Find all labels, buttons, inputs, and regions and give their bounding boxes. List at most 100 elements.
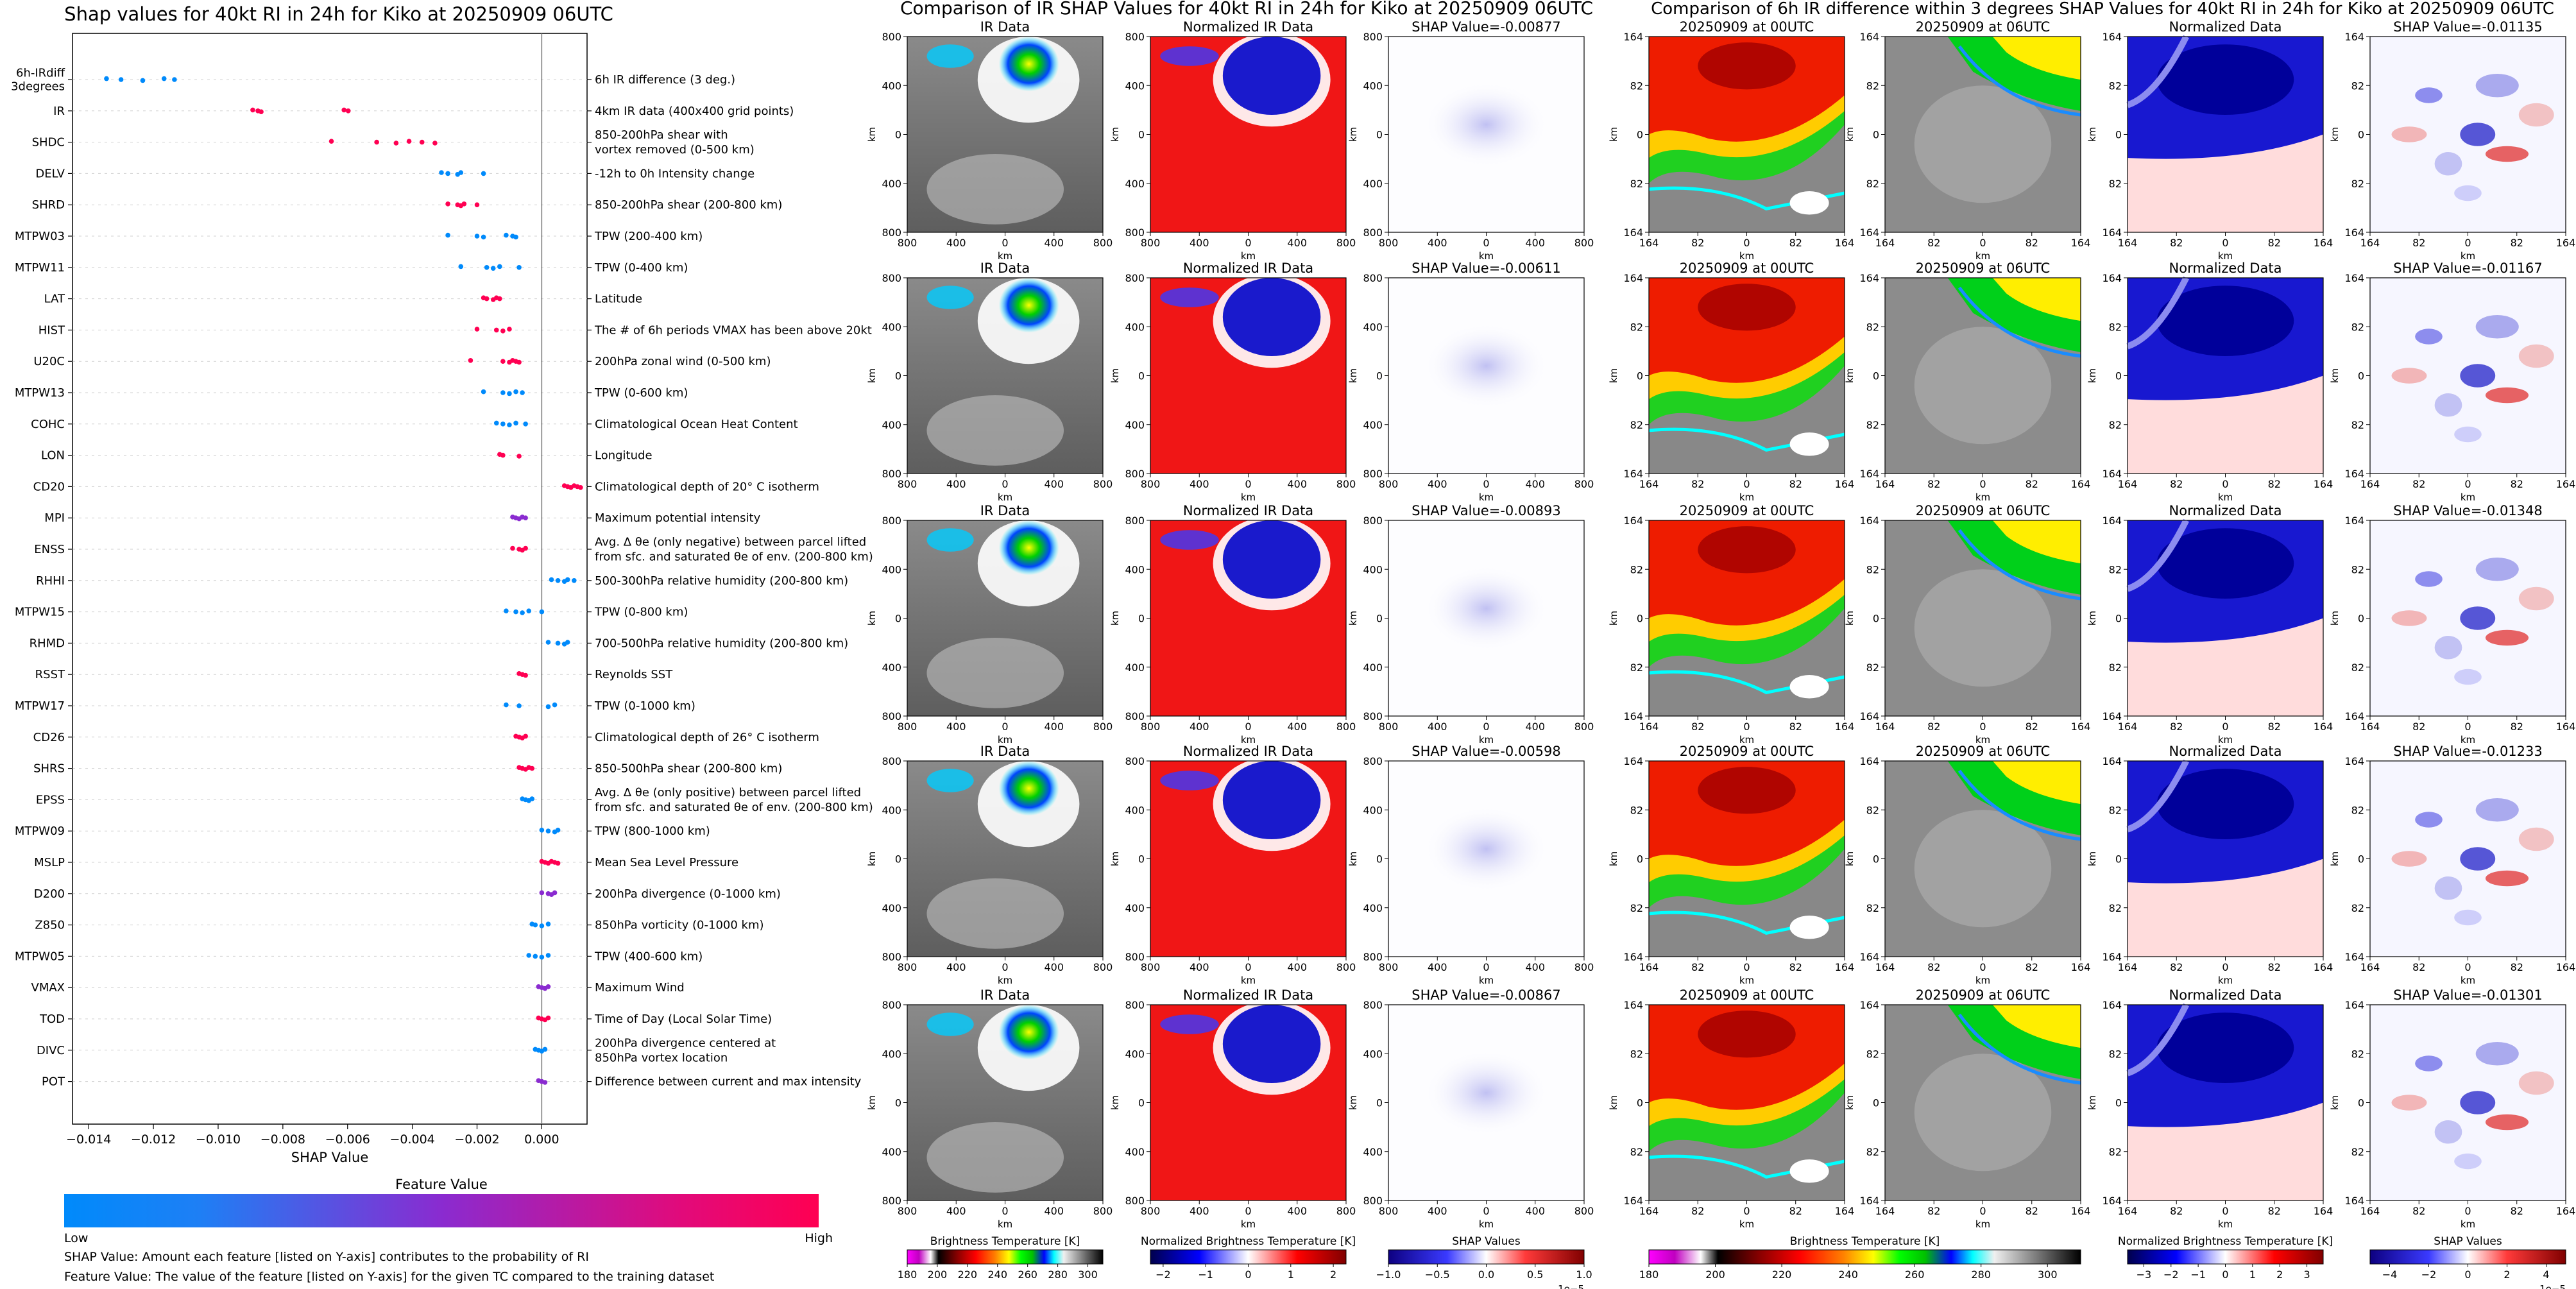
feature-name: U20C [33,355,65,368]
colorbar-tick-label: 180 [1639,1268,1659,1281]
svg-text:RSST: RSST [35,668,65,681]
x-tick-label: 800 [1574,237,1594,249]
shap-patch [2460,606,2496,630]
shap-point [445,201,450,207]
feature-description: Climatological depth of 26° C isotherm [595,731,819,744]
y-tick-label: 800 [1125,999,1145,1011]
svg-text:TPW (400-600 km): TPW (400-600 km) [594,950,703,963]
x-tick-label: 800 [1336,1205,1356,1217]
shap-point [529,765,535,771]
x-axis-label: km [2461,491,2475,503]
shap-point [545,828,551,833]
y-tick-label: 164 [2344,468,2364,480]
y-tick-label: 164 [2344,272,2364,284]
y-tick-label: 164 [1859,226,1879,239]
x-tick-label: 400 [1190,721,1209,733]
svg-text:MTPW15: MTPW15 [15,606,65,619]
shap-patch [2434,876,2462,900]
y-tick-label: 164 [1859,999,1879,1011]
y-tick-label: 82 [2109,662,2122,674]
y-tick-label: 400 [1125,563,1145,576]
cloud-patch [926,44,974,68]
x-tick-label: 0 [2464,237,2471,249]
feature-description: 850-200hPa shear (200-800 km) [595,198,782,212]
x-tick-label: 800 [1379,721,1399,733]
shap-point [507,422,512,427]
feature-name: IR [53,105,65,118]
x-tick-label: 800 [1093,721,1113,733]
svg-text:The # of 6h periods VMAX has b: The # of 6h periods VMAX has been above … [594,323,872,337]
shap-patch [2485,629,2529,646]
feature-name: HIST [38,323,65,337]
x-tick-label: 82 [1691,1205,1704,1217]
colorbar-tick-label: 4 [2543,1268,2549,1281]
panel-title: SHAP Value=-0.00598 [1412,744,1561,759]
panel-title: SHAP Value=-0.01167 [2393,260,2543,276]
convection [981,278,1068,356]
shap-point [513,420,518,426]
irdiff-grid-title: Comparison of 6h IR difference within 3 … [1651,0,2554,19]
x-tick-label: 164 [2556,478,2576,490]
svg-text:Climatological Ocean Heat Cont: Climatological Ocean Heat Content [595,418,798,431]
svg-text:MTPW03: MTPW03 [15,230,65,243]
x-tick-label: 800 [898,1205,917,1217]
x-tick-label: −0.012 [131,1132,176,1147]
x-tick-label: 0 [1743,237,1750,249]
panel-title: IR Data [980,503,1030,518]
y-tick-label: 800 [1363,999,1383,1011]
y-tick-label: 82 [1630,321,1643,333]
x-tick-label: 800 [1336,721,1356,733]
blue-edge [1958,769,2081,841]
image-panel: Normalized Data1641648282008282164164kmk… [2086,19,2333,262]
x-tick-label: 0 [2222,961,2228,973]
x-tick-label: 82 [2412,721,2425,733]
colorbar-label: SHAP Values [1452,1235,1521,1248]
shap-point [539,923,545,928]
shap-point [552,890,558,896]
x-tick-label: 400 [1525,1205,1545,1217]
y-axis-label: km [1347,611,1359,626]
colorbar-tick-label: 240 [1838,1268,1858,1281]
shap-point [481,389,486,395]
shap-patch [2391,368,2427,384]
x-tick-label: 82 [2511,721,2523,733]
feature-name: DELV [35,167,65,180]
feature-description: TPW (800-1000 km) [594,824,710,838]
svg-text:4km IR data (400x400 grid poin: 4km IR data (400x400 grid points) [595,105,794,118]
svg-text:MTPW17: MTPW17 [15,699,65,713]
shap-point [516,454,522,459]
shap-point [555,640,561,646]
x-axis-label: km [2218,975,2233,986]
x-tick-label: 164 [2118,237,2138,249]
y-tick-label: 82 [1630,804,1643,816]
x-tick-label: 82 [2511,237,2523,249]
x-tick-label: 164 [2360,721,2380,733]
feature-name: LON [41,449,65,463]
footnote-shap-value: SHAP Value: Amount each feature [listed … [64,1250,589,1264]
cloud-band [926,395,1064,466]
feature-name: Z850 [35,919,65,932]
y-tick-label: 164 [2344,710,2364,722]
image-panel: SHAP Value=-0.00867800800400400004004008… [1347,987,1594,1230]
y-tick-label: 82 [1630,902,1643,914]
svg-text:Maximum Wind: Maximum Wind [595,981,685,994]
y-tick-label: 800 [1125,272,1145,284]
shap-point [507,327,512,332]
y-tick-label: 82 [2351,419,2364,431]
x-tick-label: 800 [1141,478,1161,490]
shap-point [513,609,518,615]
image-panel: Normalized IR Data8008004004000040040080… [1109,744,1356,986]
panel-title: 20250909 at 00UTC [1680,503,1814,518]
feature-description: Maximum potential intensity [595,511,761,525]
y-tick-label: 800 [882,468,901,480]
x-tick-label: 400 [1428,961,1447,973]
x-tick-label: 0 [1743,478,1750,490]
svg-text:COHC: COHC [31,418,65,431]
svg-text:Climatological depth of 20° C: Climatological depth of 20° C isotherm [595,480,819,493]
y-tick-label: 800 [1363,468,1383,480]
feature-name: VMAX [31,981,65,994]
y-tick-label: 400 [882,80,901,92]
feature-name: SHDC [32,136,65,149]
